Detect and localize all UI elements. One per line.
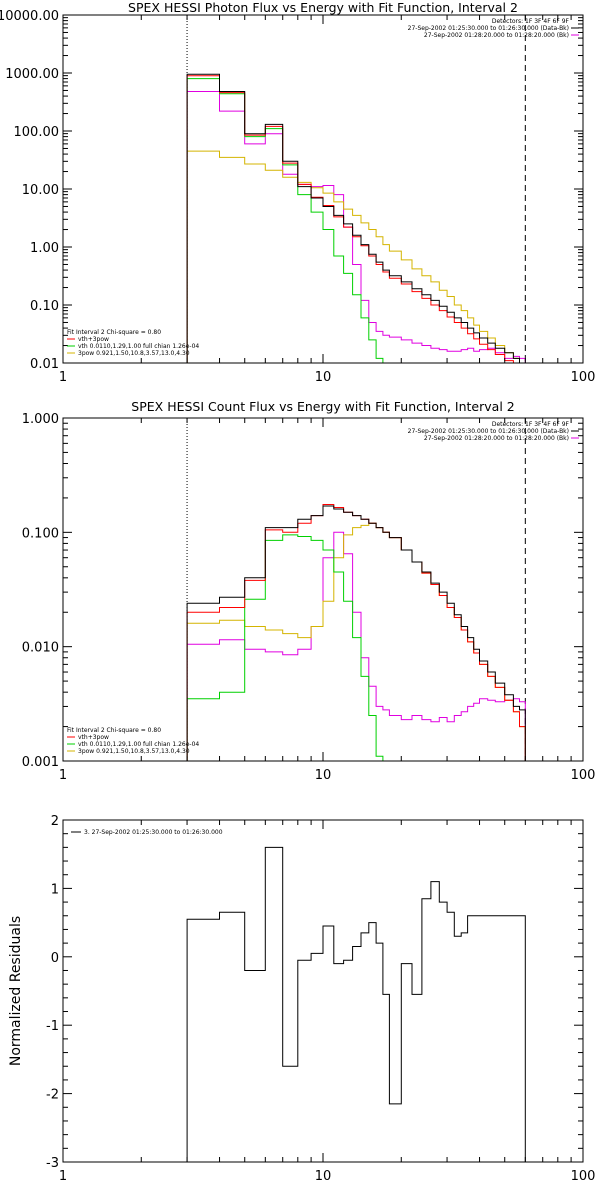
x-tick-label: 10 [315,768,332,783]
series-line [186,531,526,761]
plot-panel-2: SPEX HESSI Count Flux vs Energy with Fit… [22,399,596,783]
x-tick-label: 1 [59,768,67,783]
x-tick-label: 1 [59,1169,67,1184]
y-tick-label: -1 [46,1019,59,1034]
annotation-text: 27-Sep-2002 01:28:20.000 to 01:28:20.000… [424,435,569,442]
plot-frame [62,819,584,1163]
annotation-text: 27-Sep-2002 01:25:30.000 to 01:26:30.000… [408,25,569,32]
series-line-3pow [186,522,526,761]
y-tick-label: 1.000 [22,412,59,427]
legend-header: Fit Interval 2 Chi-square = 0.80 [67,329,161,336]
series-line-3pow [186,150,520,363]
x-tick-label: 10 [315,370,332,385]
plot-panel-1: SPEX HESSI Photon Flux vs Energy with Fi… [0,0,596,385]
y-tick-label: 10000.00 [0,9,59,24]
y-tick-label: 1 [51,882,59,897]
plot-title: SPEX HESSI Photon Flux vs Energy with Fi… [128,0,518,15]
series-line-vth3pow [186,75,514,363]
annotation-text: 27-Sep-2002 01:28:20.000 to 01:28:20.000… [424,32,569,39]
y-tick-label: 0.010 [22,641,59,656]
annotation-text: Detectors: 1F 3F 4F 6F 9F [492,421,570,428]
y-tick-label: -3 [46,1156,59,1171]
series-line-3 [186,846,526,1162]
y-tick-label: 2 [51,814,59,829]
x-tick-label: 100 [571,1169,596,1184]
y-tick-label: 10.00 [22,183,59,198]
y-tick-label: -2 [46,1088,59,1103]
y-tick-label: 0.10 [30,299,59,314]
annotation-text: Detectors: 1F 3F 4F 6F 9F [492,18,570,25]
x-tick-label: 1 [59,370,67,385]
x-tick-label: 100 [571,370,596,385]
plot-title: SPEX HESSI Count Flux vs Energy with Fit… [131,399,514,414]
series-line-vth [186,534,384,761]
series-line [186,91,526,363]
series-line-vth [186,78,384,363]
legend-label: vth+3pow [78,336,109,343]
x-tick-label: 10 [315,1169,332,1184]
annotation-text: 27-Sep-2002 01:25:30.000 to 01:26:30.000… [408,428,569,435]
legend-header: Fit Interval 2 Chi-square = 0.80 [67,727,161,734]
y-tick-label: 0 [51,951,59,966]
y-tick-label: 0.001 [22,755,59,770]
y-tick-label: 0.01 [30,357,59,372]
x-tick-label: 100 [571,768,596,783]
series-line [186,73,520,363]
series-line [186,505,526,761]
legend-label: vth 0.0110,1.29,1.00 full chian 1.26e-04 [78,343,199,350]
series-line-vth3pow [186,504,526,761]
plot-panel-3: 1 10 100 -3 -2 -1 0 1 2 Normalized Residuals 3. 27… [8,814,595,1184]
y-tick-label: 100.00 [14,125,60,140]
legend-label: vth+3pow [78,734,109,741]
y-axis-label: Normalized Residuals [8,916,24,1066]
y-tick-label: 1.00 [30,241,59,256]
legend-label: 3. 27-Sep-2002 01:25:30.000 to 01:26:30.… [84,829,223,836]
legend-label: vth 0.0110,1.29,1.00 full chian 1.26e-04 [78,741,199,748]
y-tick-label: 1000.00 [5,67,59,82]
legend-label: 3pow 0.921,1.50,10.8,3.57,13.0,4.30 [78,350,190,357]
y-tick-label: 0.100 [22,526,59,541]
legend-label: 3pow 0.921,1.50,10.8,3.57,13.0,4.30 [78,748,190,755]
